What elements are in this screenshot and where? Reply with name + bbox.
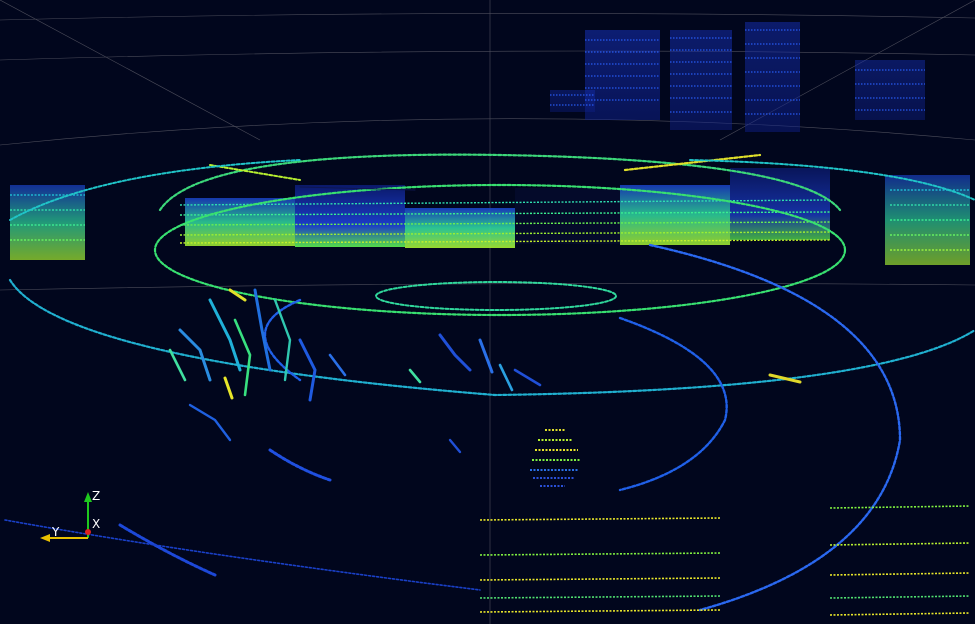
z-axis-arrow [84,492,92,502]
orientation-axes: Z X Y [40,489,100,542]
y-axis-arrow [40,534,50,542]
y-axis-label: Y [51,525,60,539]
vegetation-points [168,288,802,454]
x-axis-label: X [92,517,100,531]
near-ground-points [479,505,971,616]
pedestrian-cluster [530,429,580,487]
x-axis-marker [85,529,91,535]
z-axis-label: Z [92,489,100,503]
lidar-scan-rings [4,153,975,612]
far-building-points [550,22,925,132]
